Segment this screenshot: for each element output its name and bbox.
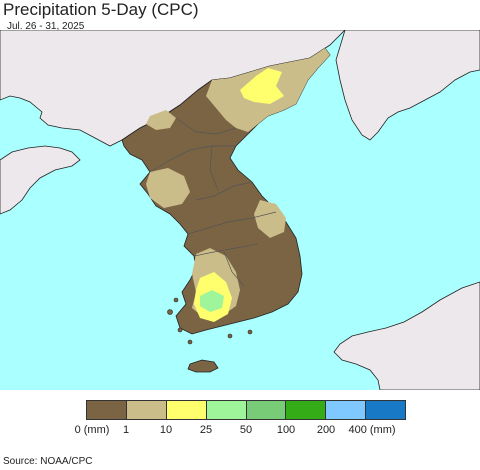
light-rain-nw [146, 110, 176, 130]
precipitation-map [0, 30, 480, 390]
legend-tick-5: 100 [276, 424, 296, 436]
legend-swatch-2 [165, 401, 206, 419]
legend-swatch-7 [365, 401, 405, 419]
map-title: Precipitation 5-Day (CPC) [3, 0, 199, 19]
legend-swatch-5 [285, 401, 326, 419]
shandong-land [0, 145, 81, 215]
legend-swatch-0 [87, 401, 126, 419]
russia-land [335, 30, 480, 141]
legend-swatch-1 [125, 401, 166, 419]
legend-tick-2: 10 [159, 424, 173, 436]
legend-tick-6: 200 [316, 424, 336, 436]
rain-25-50 [200, 290, 224, 312]
legend-swatch-3 [205, 401, 246, 419]
legend-tick-4: 50 [239, 424, 253, 436]
legend-tick-1: 1 [122, 424, 130, 436]
rain-10-25-north [240, 68, 284, 104]
jeju-island [187, 359, 219, 373]
legend-swatch-6 [325, 401, 366, 419]
japan-land [333, 281, 480, 390]
legend-swatch-4 [245, 401, 286, 419]
legend-tick-0: 0 (mm) [74, 424, 110, 436]
province-borders [149, 117, 277, 287]
light-rain-west [146, 168, 190, 208]
legend-tick-3: 25 [199, 424, 213, 436]
legend-color-bar [86, 400, 406, 420]
light-rain-east [254, 200, 286, 238]
legend-tick-7: 400 (mm) [348, 424, 396, 436]
source-credit: Source: NOAA/CPC [3, 456, 93, 467]
coastal-islands [167, 297, 253, 345]
date-range: Jul. 26 - 31, 2025 [7, 21, 85, 32]
